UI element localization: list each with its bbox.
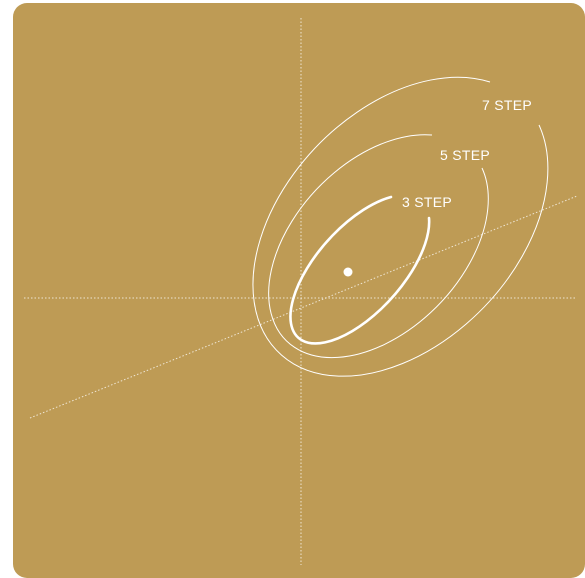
center-point [343, 267, 353, 277]
diagram-panel [13, 3, 585, 578]
label-5-step: 5 STEP [440, 147, 490, 163]
label-7-step: 7 STEP [482, 97, 532, 113]
label-3-step: 3 STEP [402, 194, 452, 210]
ellipse-7-step [252, 76, 549, 377]
ellipse-5-step [268, 134, 489, 359]
ellipse-3-step [289, 195, 431, 345]
diagonal-trend-line [29, 195, 578, 419]
